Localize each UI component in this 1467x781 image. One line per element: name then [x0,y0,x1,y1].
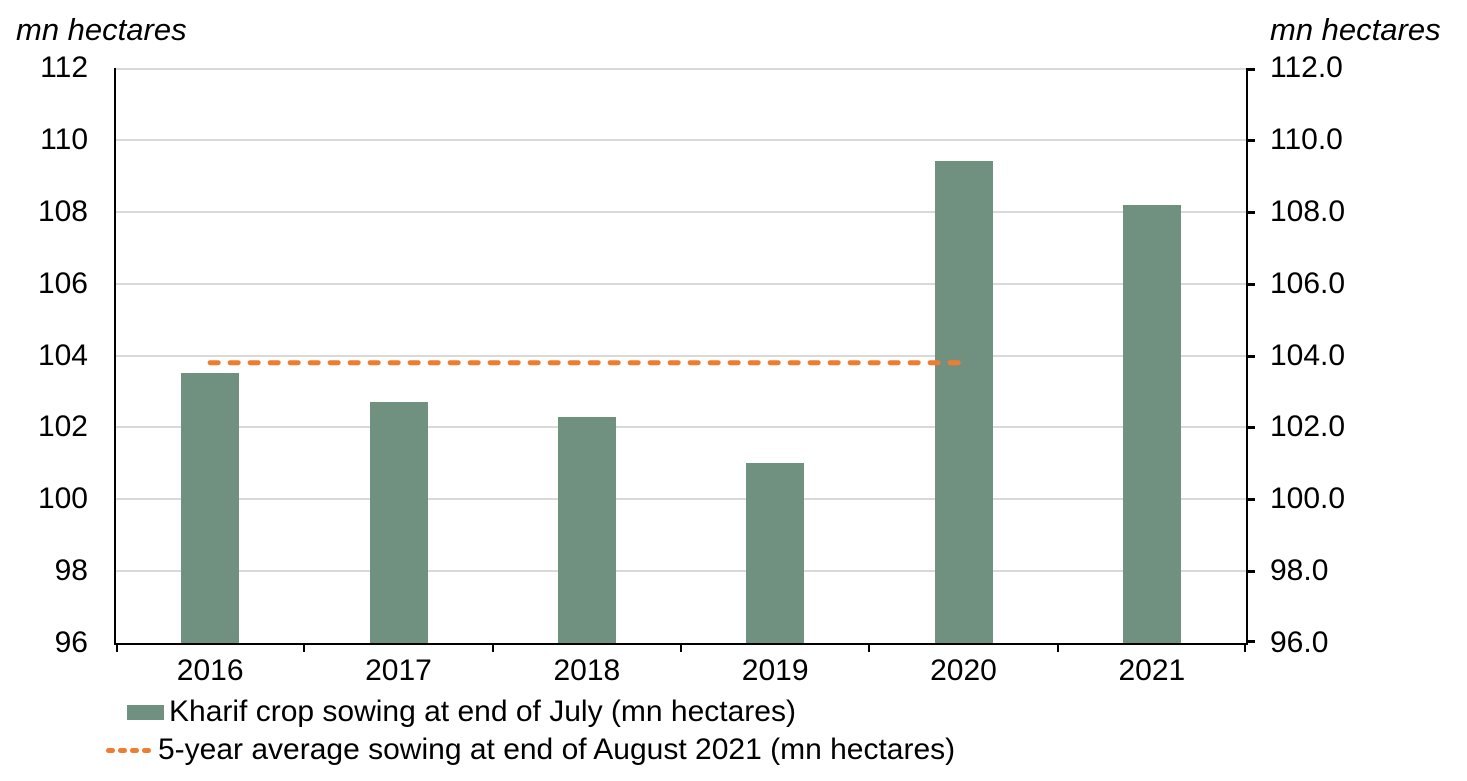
x-axis-tick-mark [868,643,871,652]
legend-label-bar-series: Kharif crop sowing at end of July (mn he… [169,695,796,728]
left-axis-tick-label: 106 [37,266,88,300]
x-axis-tick-mark [1056,643,1059,652]
left-axis-tick-label: 112 [40,51,88,84]
left-axis-tick-label: 102 [37,410,88,444]
right-axis-tick-mark [1248,354,1255,358]
plot-area [114,68,1255,652]
x-axis-label-2021: 2021 [1118,654,1186,687]
x-axis-label-2018: 2018 [553,654,621,687]
x-axis-tick-mark [680,643,682,652]
right-axis-tick-mark [1248,640,1255,643]
right-axis-tick-mark [1248,498,1255,502]
bar-2020 [934,161,993,643]
left-axis-tick-label: 104 [37,338,88,372]
x-axis-tick-mark [303,643,306,652]
gridline [116,68,1246,70]
right-axis-tick-label: 110.0 [1270,122,1343,156]
x-axis-tick-mark [491,643,494,652]
right-axis-tick-label: 100.0 [1270,482,1346,516]
bar-series-swatch-icon [127,704,164,720]
x-axis-tick-mark [1244,643,1246,652]
right-axis-tick-mark [1248,282,1255,286]
right-axis-tick-mark [1248,210,1255,214]
right-axis-tick-mark [1248,138,1255,142]
left-axis-title: mn hectares [16,12,187,47]
right-axis-tick-label: 106.0 [1270,266,1346,300]
x-axis-label-2019: 2019 [741,654,809,687]
bar-2018 [557,416,616,643]
right-axis-tick-mark [1248,68,1255,71]
right-axis-title: mn hectares [1270,12,1441,47]
right-axis-tick-label: 112.0 [1270,51,1343,84]
right-axis-tick-labels: 112.0 110.0 108.0 106.0 104.0 102.0 100.0 98.0 9… [1270,53,1460,658]
right-axis-tick-label: 98.0 [1270,554,1329,588]
left-axis-tick-labels: 112 110 108 106 104 102 100 98 96 [0,53,88,658]
right-axis-tick-mark [1248,570,1255,574]
x-axis-label-2016: 2016 [176,654,244,687]
left-axis-tick-label: 98 [54,554,88,588]
right-axis-tick-label: 96.0 [1270,626,1329,659]
legend-item-bar-series: Kharif crop sowing at end of July (mn he… [127,697,796,727]
right-axis-tick-label: 102.0 [1270,410,1346,444]
x-axis-tick-labels: 2016 2017 2018 2019 2020 2021 [116,656,1246,690]
left-axis-tick-label: 110 [40,122,88,156]
left-axis-tick-label: 96 [54,626,88,659]
legend-item-average-line: 5-year average sowing at end of August 2… [106,735,955,765]
gridline [116,570,1246,573]
average-dashed-line [207,360,966,366]
gridline [116,138,1246,141]
bar-2017 [369,402,428,643]
right-axis-tick-label: 104.0 [1270,338,1346,372]
x-axis-label-2020: 2020 [930,654,997,687]
bar-2016 [181,373,240,643]
gridline [116,354,1246,357]
gridline [116,498,1246,501]
gridline [116,210,1246,213]
gridline [116,282,1246,285]
bar-2019 [746,463,805,643]
left-axis-tick-label: 108 [37,194,88,228]
x-axis-label-2017: 2017 [365,654,432,687]
gridline [116,426,1246,429]
right-axis-tick-label: 108.0 [1270,194,1346,228]
bar-2021 [1122,204,1181,643]
right-axis-tick-mark [1248,426,1255,430]
dashed-line-swatch-icon [106,747,154,753]
x-axis-tick-mark [116,643,118,652]
legend-label-average-line: 5-year average sowing at end of August 2… [158,733,956,766]
left-axis-tick-label: 100 [37,482,88,516]
